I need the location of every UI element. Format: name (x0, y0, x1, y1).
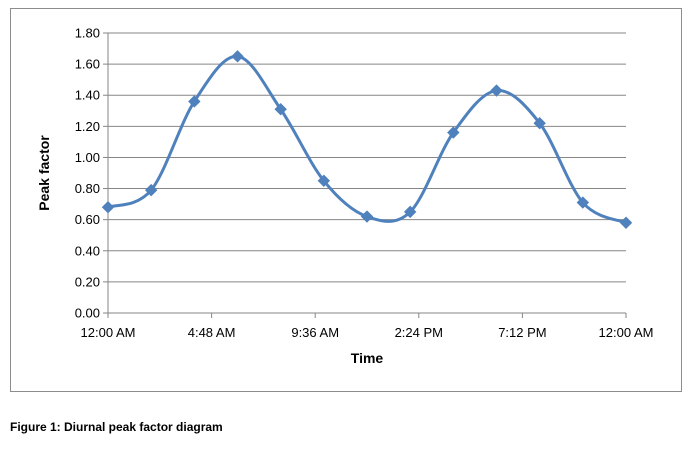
x-tick-label: 4:48 AM (188, 325, 236, 340)
y-tick-label: 0.00 (75, 306, 100, 321)
gridlines (108, 32, 626, 283)
series-markers (101, 50, 633, 229)
y-tick-label: 1.60 (75, 57, 100, 72)
data-point-marker (144, 183, 158, 197)
y-tick-label: 0.80 (75, 181, 100, 196)
y-tick-labels: 0.00 0.20 0.40 0.60 0.80 1.00 1.20 1.40 1.60 1.80 (75, 26, 100, 321)
series-line (107, 54, 627, 225)
data-point-marker (360, 210, 374, 223)
y-tick-label: 1.00 (75, 150, 100, 165)
data-point-marker (490, 84, 503, 97)
data-point-marker (576, 196, 590, 209)
x-tick-label: 12:00 AM (599, 325, 654, 340)
peak-factor-chart: 0.00 0.20 0.40 0.60 0.80 1.00 1.20 1.40 1.60 1.80… (36, 26, 654, 367)
y-tick-label: 1.20 (75, 119, 100, 134)
x-tick-labels: 12:00 AM 4:48 AM 9:36 AM 2:24 PM 7:12 PM 12:0… (81, 325, 654, 340)
data-point-marker (188, 95, 201, 108)
y-tick-label: 1.40 (75, 88, 100, 103)
y-tick-label: 0.60 (75, 212, 100, 227)
y-axis-title: Peak factor (36, 135, 52, 211)
data-point-marker (101, 201, 115, 214)
x-tick-label: 12:00 AM (81, 325, 136, 340)
figure-caption: Figure 1: Diurnal peak factor diagram (10, 420, 223, 434)
data-point-marker (533, 117, 546, 130)
data-point-marker (231, 50, 244, 63)
x-tick-label: 7:12 PM (498, 325, 546, 340)
data-point-marker (274, 103, 287, 116)
y-tick-label: 0.40 (75, 243, 100, 258)
data-point-marker (317, 174, 331, 187)
chart-frame: 0.00 0.20 0.40 0.60 0.80 1.00 1.20 1.40 1.60 1.80… (10, 8, 682, 392)
data-point-marker (447, 126, 460, 139)
data-point-marker (403, 205, 417, 219)
data-point-marker (619, 216, 633, 229)
x-tick-label: 2:24 PM (395, 325, 443, 340)
y-tick-label: 0.20 (75, 274, 100, 289)
y-tick-label: 1.80 (75, 26, 100, 41)
x-axis-title: Time (351, 350, 384, 366)
axes (103, 32, 627, 318)
x-tick-label: 9:36 AM (291, 325, 339, 340)
